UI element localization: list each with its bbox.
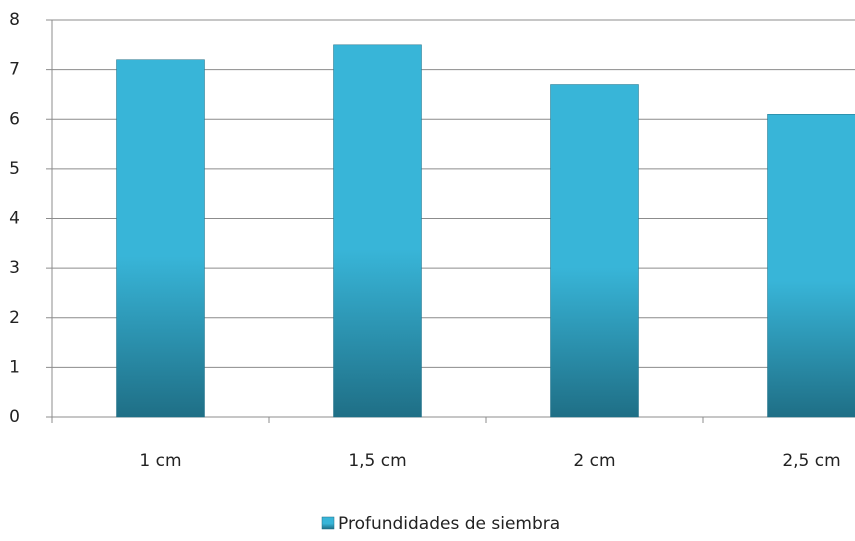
- y-tick-label: 4: [9, 209, 20, 229]
- y-tick-label: 3: [9, 258, 20, 278]
- x-tick-label: 1,5 cm: [348, 451, 406, 471]
- bar: [116, 59, 205, 418]
- y-tick-label: 1: [9, 357, 20, 377]
- bar: [550, 84, 639, 418]
- y-tick-label: 2: [9, 308, 20, 328]
- x-tick-label: 1 cm: [139, 451, 181, 471]
- y-tick-label: 6: [9, 109, 20, 129]
- legend-label: Profundidades de siembra: [338, 514, 560, 534]
- bar: [333, 44, 422, 418]
- x-tick-label: 2,5 cm: [782, 451, 840, 471]
- y-tick-label: 7: [9, 60, 20, 80]
- y-tick-label: 0: [9, 407, 20, 427]
- y-tick-label: 8: [9, 10, 20, 30]
- x-tick-label: 2 cm: [573, 451, 615, 471]
- y-tick-label: 5: [9, 159, 20, 179]
- bar: [767, 114, 855, 418]
- legend-swatch: [321, 516, 335, 530]
